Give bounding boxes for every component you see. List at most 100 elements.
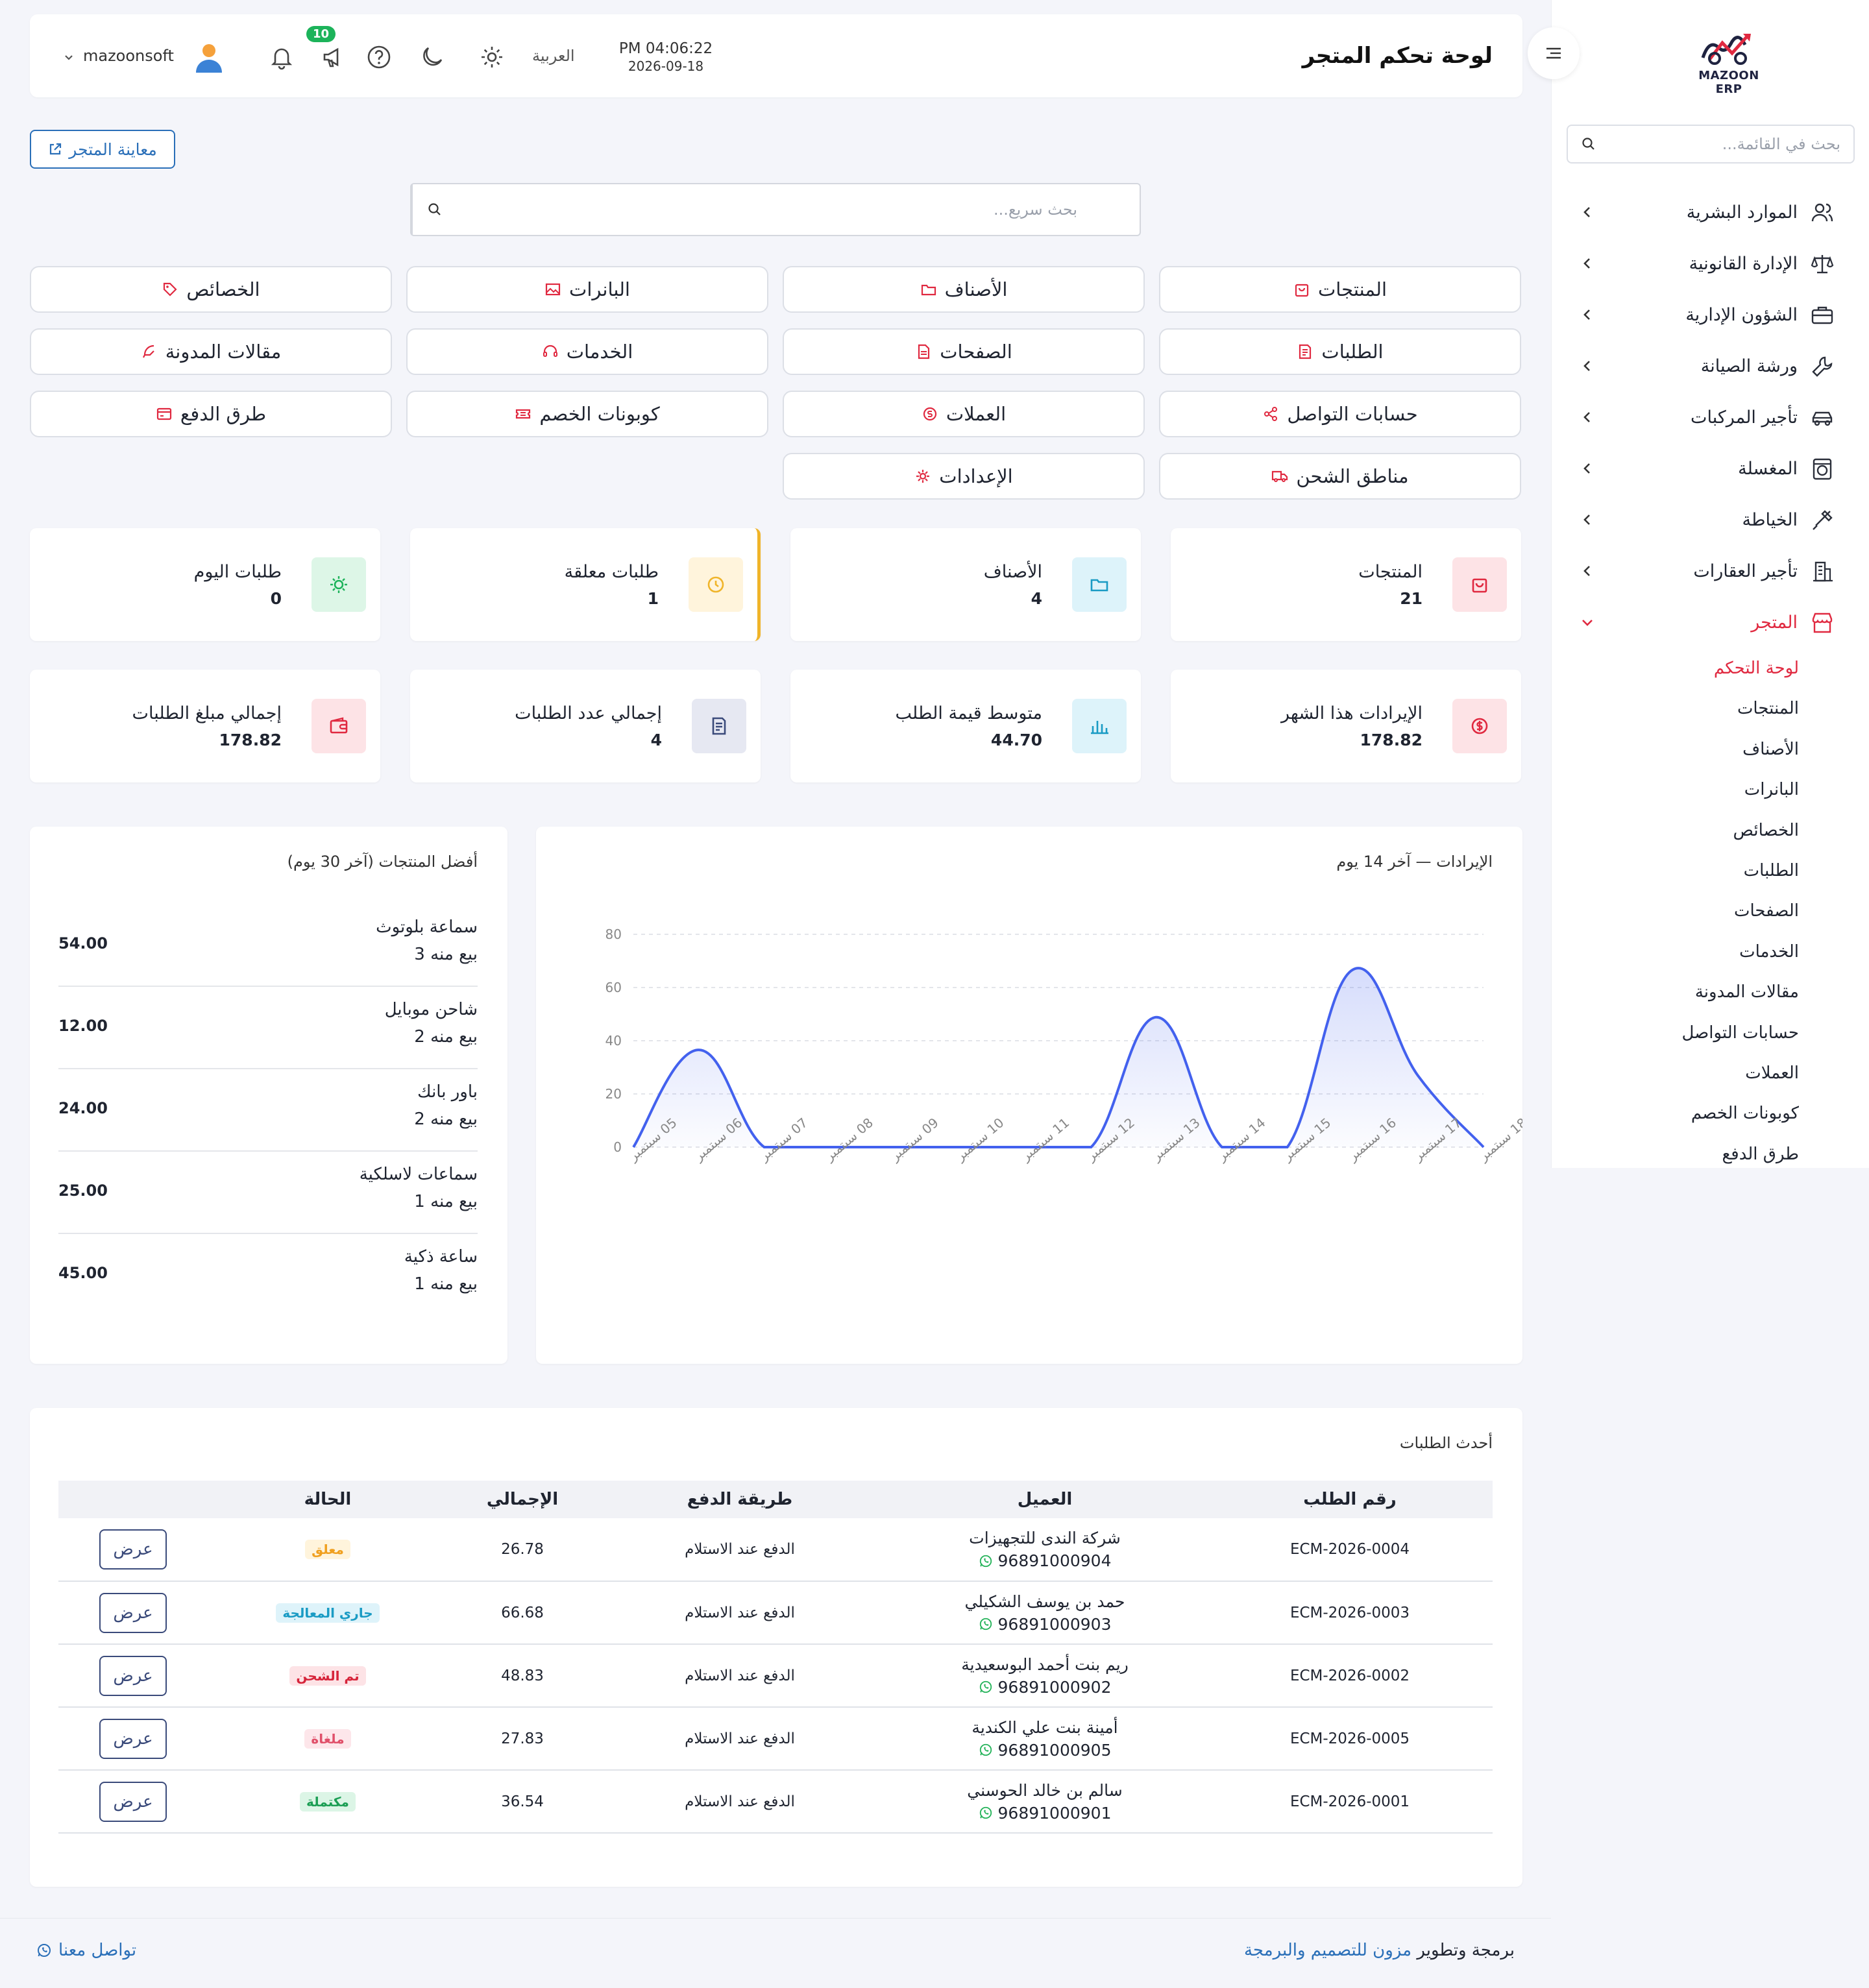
product-name: ساعة ذكية (404, 1247, 478, 1267)
sidebar-item-legal[interactable]: الإدارة القانونية (1551, 238, 1869, 289)
quick-link-label: كوبونات الخصم (539, 403, 660, 425)
sidebar-item-store[interactable]: المتجر (1551, 597, 1869, 648)
submenu-item-categories[interactable]: الأصناف (1742, 739, 1799, 759)
submenu-item-coupons[interactable]: كوبونات الخصم (1691, 1104, 1799, 1124)
whatsapp-icon (979, 1618, 992, 1630)
quick-link-pages[interactable]: الصفحات (783, 328, 1145, 375)
order-actions: عرض (58, 1770, 208, 1834)
order-actions: عرض (58, 1644, 208, 1708)
order-actions: عرض (58, 1581, 208, 1645)
order-customer: أمينة بنت علي الكندية 96891000905 (883, 1707, 1207, 1771)
gear-icon (916, 470, 930, 483)
sidebar-item-label: الإدارة القانونية (1689, 254, 1798, 274)
x-tick-label: 07 سبتمبر (756, 1115, 811, 1164)
logo[interactable]: MAZOON ERP (1683, 29, 1774, 96)
view-order-button[interactable]: عرض (99, 1718, 167, 1759)
search-icon (1581, 136, 1596, 152)
quick-link-currencies[interactable]: العملات (783, 391, 1145, 437)
submenu-item-services[interactable]: الخدمات (1739, 941, 1799, 962)
customer-phone[interactable]: 96891000901 (883, 1804, 1207, 1823)
sidebar-item-hr[interactable]: الموارد البشرية (1551, 187, 1869, 238)
view-order-button[interactable]: عرض (99, 1529, 167, 1570)
customer-phone[interactable]: 96891000904 (883, 1551, 1207, 1570)
help-icon[interactable] (365, 43, 393, 71)
order-status-cell: ملغاة (208, 1707, 448, 1771)
view-order-button[interactable]: عرض (99, 1655, 167, 1696)
series-line (632, 967, 1485, 1148)
quick-link-orders[interactable]: الطلبات (1159, 328, 1521, 375)
quick-link-label: حسابات التواصل (1287, 403, 1418, 425)
submenu-item-banners[interactable]: البانرات (1744, 780, 1799, 800)
customer-phone[interactable]: 96891000905 (883, 1741, 1207, 1760)
stat-label: إجمالي عدد الطلبات (515, 703, 662, 723)
submenu-item-payment-methods[interactable]: طرق الدفع (1722, 1144, 1799, 1164)
sidebar-search-input[interactable] (1596, 135, 1840, 153)
quick-search-button[interactable] (1094, 184, 1140, 235)
customer-phone[interactable]: 96891000902 (883, 1678, 1207, 1697)
x-tick-label: 10 سبتمبر (952, 1115, 1007, 1164)
moon-icon[interactable] (418, 43, 446, 71)
quick-link-coupons[interactable]: كوبونات الخصم (406, 391, 768, 437)
stat-label: الأصناف (983, 562, 1042, 582)
sidebar-item-label: الخياطة (1742, 510, 1798, 530)
view-order-button[interactable]: عرض (99, 1592, 167, 1633)
stat-icon-box (689, 557, 743, 612)
stat-icon-box (312, 557, 366, 612)
quick-link-social-accounts[interactable]: حسابات التواصل (1159, 391, 1521, 437)
quick-link-categories[interactable]: الأصناف (783, 266, 1145, 313)
submenu-item-blog[interactable]: مقالات المدونة (1694, 982, 1799, 1002)
contact-us-link[interactable]: تواصل معنا (36, 1941, 136, 1960)
quick-search-submit[interactable] (411, 184, 457, 235)
quick-link-services[interactable]: الخدمات (406, 328, 768, 375)
submenu-item-products[interactable]: المنتجات (1737, 699, 1799, 719)
chevron-down-icon[interactable] (62, 51, 75, 64)
tag-icon (164, 282, 177, 297)
submenu-item-orders[interactable]: الطلبات (1743, 860, 1799, 880)
megaphone-icon[interactable] (319, 43, 348, 71)
clock-icon (707, 576, 724, 593)
quick-link-banners[interactable]: البانرات (406, 266, 768, 313)
quick-link-shipping-zones[interactable]: مناطق الشحن (1159, 453, 1521, 500)
product-sold: بيع منه 2 (414, 1027, 478, 1047)
avatar[interactable] (192, 40, 226, 74)
list-item: سماعات لاسلكية بيع منه 1 25.00 (58, 1152, 478, 1234)
list-item: ساعة ذكية بيع منه 1 45.00 (58, 1234, 478, 1316)
submenu-item-attributes[interactable]: الخصائص (1733, 820, 1800, 840)
coin-icon (923, 407, 936, 421)
quick-link-attributes[interactable]: الخصائص (30, 266, 392, 313)
bell-icon[interactable] (267, 43, 296, 71)
sidebar-item-admin[interactable]: الشؤون الإدارية (1551, 289, 1869, 341)
sidebar-item-vehicles[interactable]: تأجير المركبات (1551, 392, 1869, 443)
submenu-item-pages[interactable]: الصفحات (1733, 901, 1799, 921)
phone-number: 96891000901 (997, 1803, 1112, 1823)
headset-icon (543, 345, 557, 357)
customer-phone[interactable]: 96891000903 (883, 1615, 1207, 1634)
stat-label: طلبات معلقة (564, 562, 659, 582)
preview-store-button[interactable]: معاينة المتجر (30, 130, 175, 169)
sidebar-item-tailoring[interactable]: الخياطة (1551, 494, 1869, 546)
view-order-button[interactable]: عرض (99, 1781, 167, 1822)
quick-search-input[interactable] (457, 184, 1094, 235)
quick-link-blog[interactable]: مقالات المدونة (30, 328, 392, 375)
gear-icon[interactable] (478, 43, 506, 71)
sewing-icon (1813, 509, 1833, 530)
sidebar-toggle-button[interactable] (1528, 27, 1580, 79)
submenu-item-social[interactable]: حسابات التواصل (1681, 1023, 1799, 1043)
quick-link-label: العملات (946, 403, 1007, 425)
submenu-item-currencies[interactable]: العملات (1745, 1063, 1799, 1083)
footer-company-link[interactable]: مزون للتصميم والبرمجة (1243, 1941, 1412, 1960)
sidebar-item-workshop[interactable]: ورشة الصيانة (1551, 341, 1869, 392)
sidebar-item-realestate[interactable]: تأجير العقارات (1551, 546, 1869, 597)
quick-link-products[interactable]: المنتجات (1159, 266, 1521, 313)
chevron-down-icon (1582, 620, 1593, 626)
stat-icon-box (312, 699, 366, 753)
sidebar-item-laundry[interactable]: المغسلة (1551, 443, 1869, 494)
quick-link-settings[interactable]: الإعدادات (783, 453, 1145, 500)
wallet-icon (330, 717, 348, 734)
quick-link-label: مناطق الشحن (1296, 465, 1409, 487)
user-name[interactable]: mazoonsoft (83, 47, 174, 65)
language-switch[interactable]: العربية (532, 47, 575, 65)
whatsapp-icon (979, 1555, 992, 1567)
quick-link-payment-methods[interactable]: طرق الدفع (30, 391, 392, 437)
submenu-item-dashboard[interactable]: لوحة التحكم (1713, 659, 1799, 678)
